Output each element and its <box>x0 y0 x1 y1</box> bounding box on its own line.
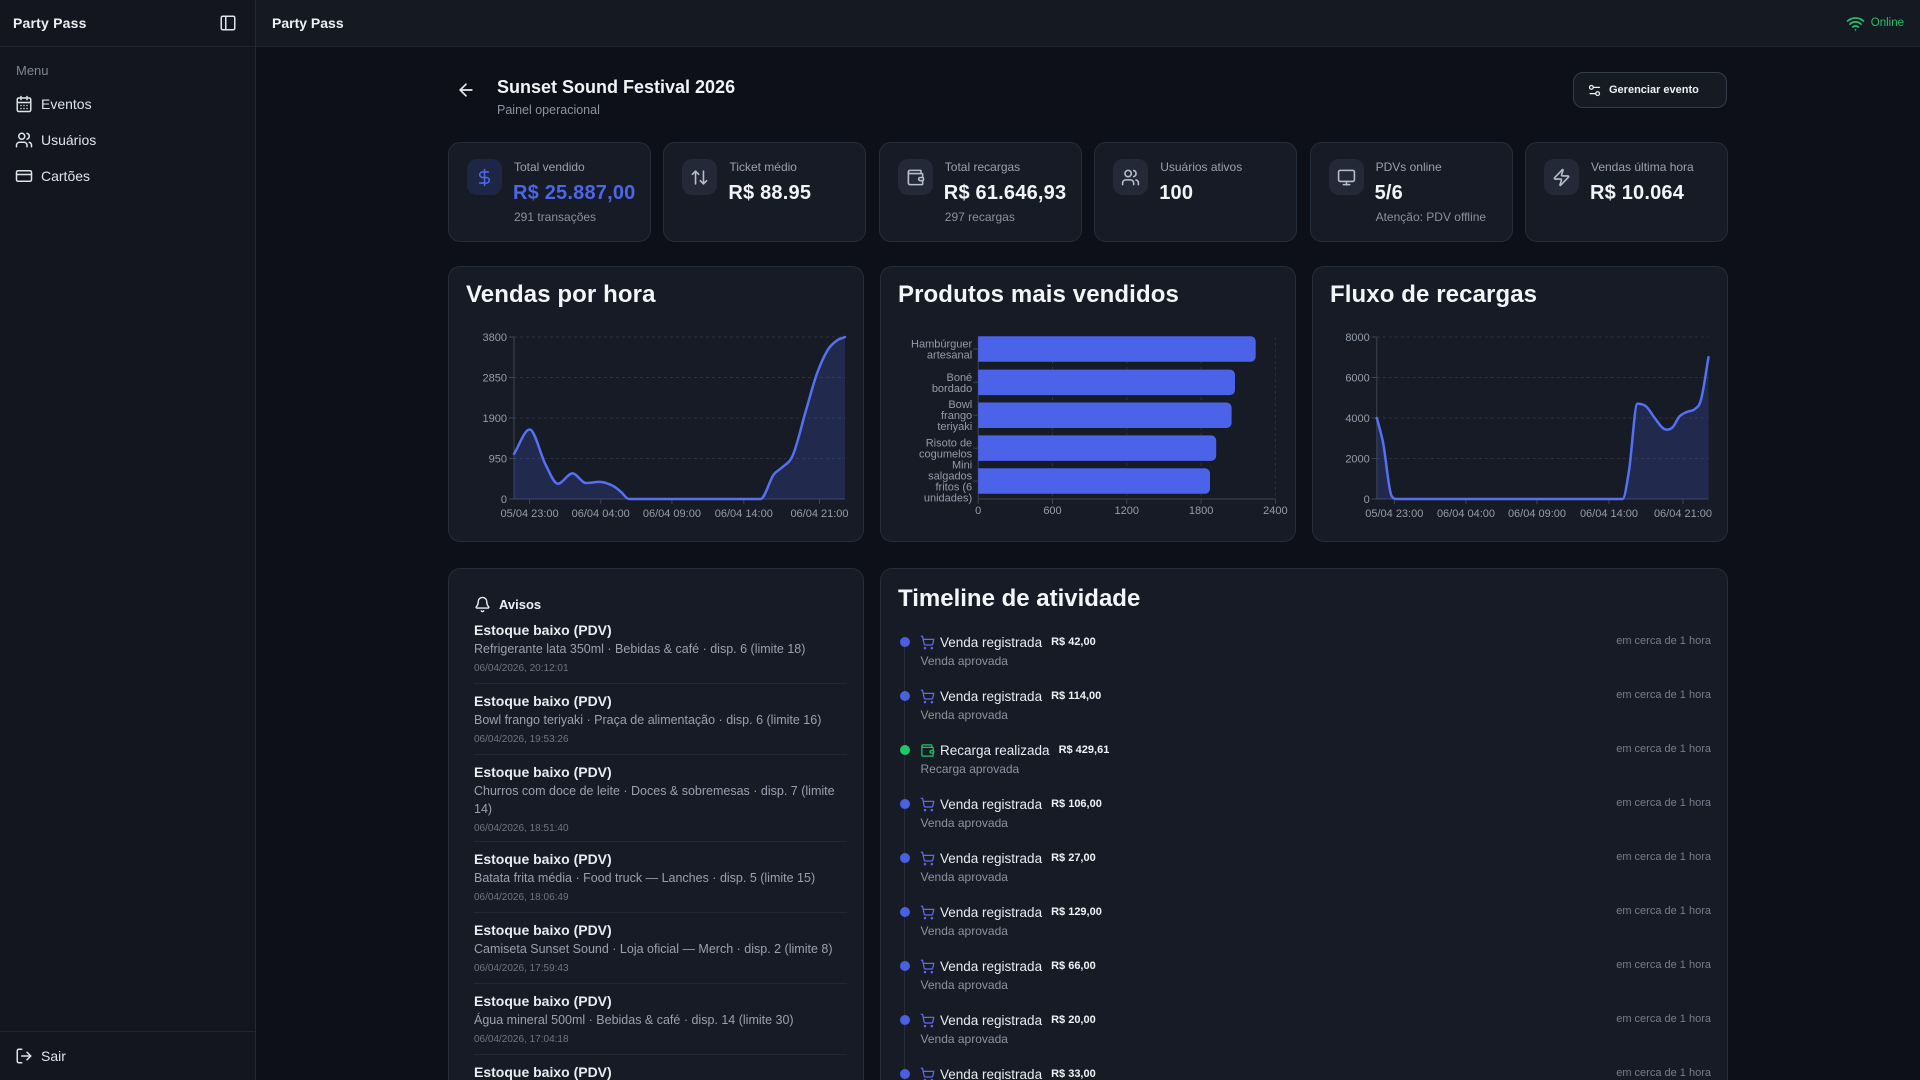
svg-text:05/04 23:00: 05/04 23:00 <box>501 508 559 520</box>
svg-text:2400: 2400 <box>1263 505 1287 517</box>
svg-text:teriyaki: teriyaki <box>937 421 972 433</box>
svg-text:05/04 23:00: 05/04 23:00 <box>1365 508 1423 520</box>
svg-text:4000: 4000 <box>1345 413 1369 425</box>
svg-text:artesanal: artesanal <box>927 350 972 362</box>
svg-text:1200: 1200 <box>1115 505 1139 517</box>
svg-text:1800: 1800 <box>1189 505 1213 517</box>
svg-text:cogumelos: cogumelos <box>919 449 973 461</box>
svg-text:fritos (6: fritos (6 <box>936 482 973 494</box>
svg-text:06/04 04:00: 06/04 04:00 <box>572 508 630 520</box>
svg-text:0: 0 <box>1364 494 1370 506</box>
svg-text:06/04 14:00: 06/04 14:00 <box>715 508 773 520</box>
svg-text:8000: 8000 <box>1345 332 1369 344</box>
svg-text:1900: 1900 <box>483 413 507 425</box>
svg-text:06/04 21:00: 06/04 21:00 <box>1654 508 1712 520</box>
svg-text:Bowl: Bowl <box>948 399 972 411</box>
svg-text:950: 950 <box>489 454 507 466</box>
svg-text:06/04 14:00: 06/04 14:00 <box>1580 508 1638 520</box>
svg-text:Risoto de: Risoto de <box>926 438 972 450</box>
svg-text:06/04 21:00: 06/04 21:00 <box>790 508 848 520</box>
svg-text:frango: frango <box>941 410 972 422</box>
svg-text:Hambúrguer: Hambúrguer <box>911 339 972 351</box>
svg-text:unidades): unidades) <box>924 493 972 505</box>
svg-text:salgados: salgados <box>928 471 973 483</box>
svg-text:2000: 2000 <box>1345 454 1369 466</box>
svg-text:6000: 6000 <box>1345 373 1369 385</box>
svg-text:Boné: Boné <box>946 372 972 384</box>
svg-text:Mini: Mini <box>952 460 972 472</box>
svg-text:2850: 2850 <box>483 373 507 385</box>
svg-text:06/04 04:00: 06/04 04:00 <box>1437 508 1495 520</box>
svg-text:0: 0 <box>501 494 507 506</box>
svg-text:bordado: bordado <box>932 383 972 395</box>
svg-text:06/04 09:00: 06/04 09:00 <box>643 508 701 520</box>
svg-text:600: 600 <box>1043 505 1061 517</box>
svg-text:0: 0 <box>975 505 981 517</box>
svg-text:06/04 09:00: 06/04 09:00 <box>1508 508 1566 520</box>
svg-text:3800: 3800 <box>483 332 507 344</box>
